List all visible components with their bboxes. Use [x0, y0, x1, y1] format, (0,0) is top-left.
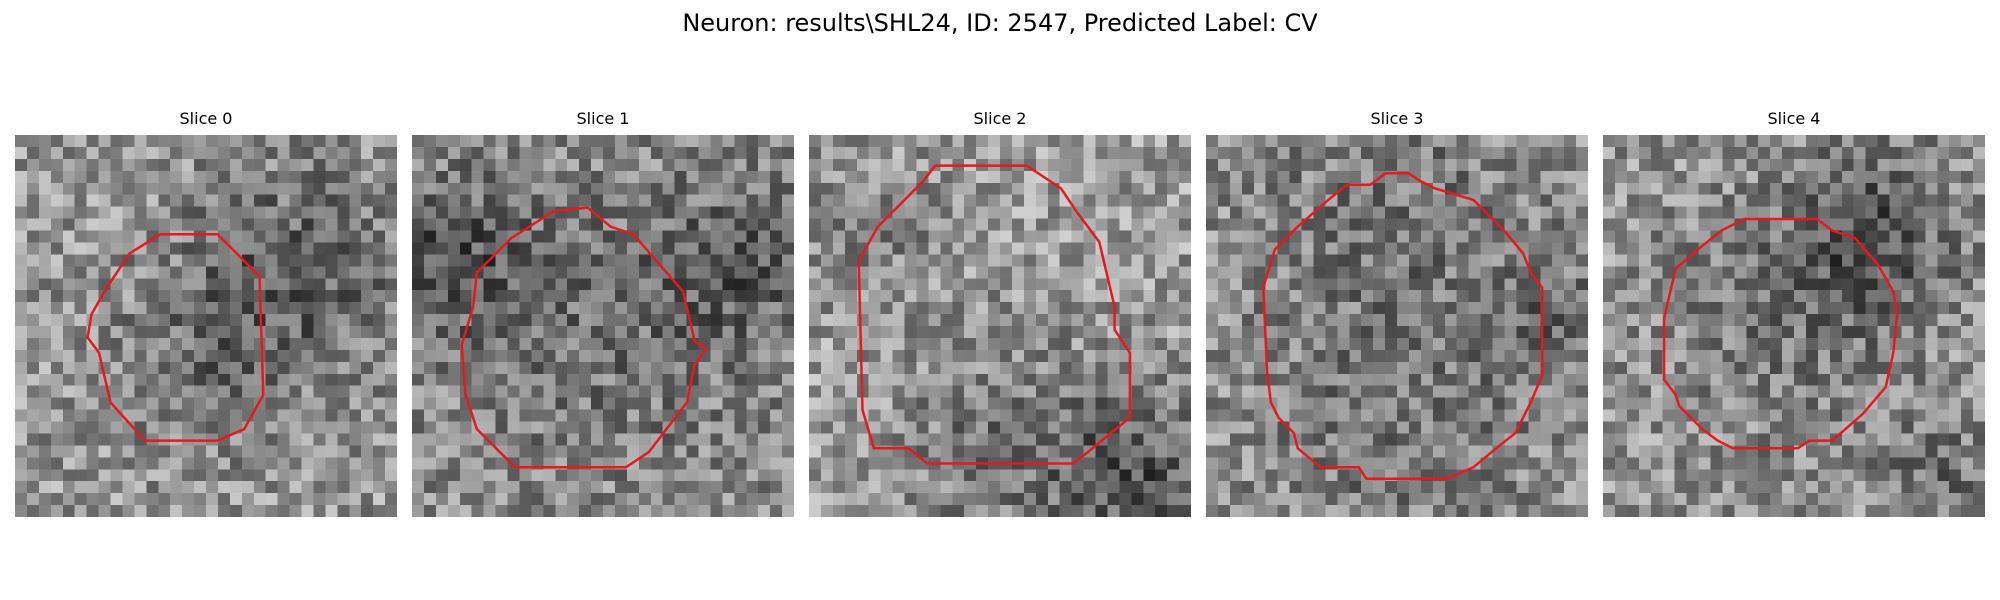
slice-1-image [412, 135, 794, 517]
slice-0-title: Slice 0 [179, 109, 233, 128]
slice-2-title: Slice 2 [973, 109, 1027, 128]
slice-3-title: Slice 3 [1370, 109, 1424, 128]
slice-1-title: Slice 1 [576, 109, 630, 128]
slice-2-pixels [809, 135, 1191, 517]
figure-title: Neuron: results\SHL24, ID: 2547, Predict… [682, 9, 1318, 37]
slice-3-contour [1262, 171, 1544, 481]
slice-2-image [809, 135, 1191, 517]
slice-0-contour [86, 233, 265, 442]
slice-1-contour [460, 206, 708, 469]
slice-1-pixels [412, 135, 794, 517]
slice-3-image [1206, 135, 1588, 517]
slice-4-title: Slice 4 [1767, 109, 1821, 128]
slice-3-pixels [1206, 135, 1588, 517]
slice-2-contour [857, 164, 1132, 465]
slice-0-image [15, 135, 397, 517]
slice-0-pixels [15, 135, 397, 517]
slice-4-pixels [1603, 135, 1985, 517]
slice-4-image [1603, 135, 1985, 517]
slice-4-contour [1662, 217, 1899, 450]
